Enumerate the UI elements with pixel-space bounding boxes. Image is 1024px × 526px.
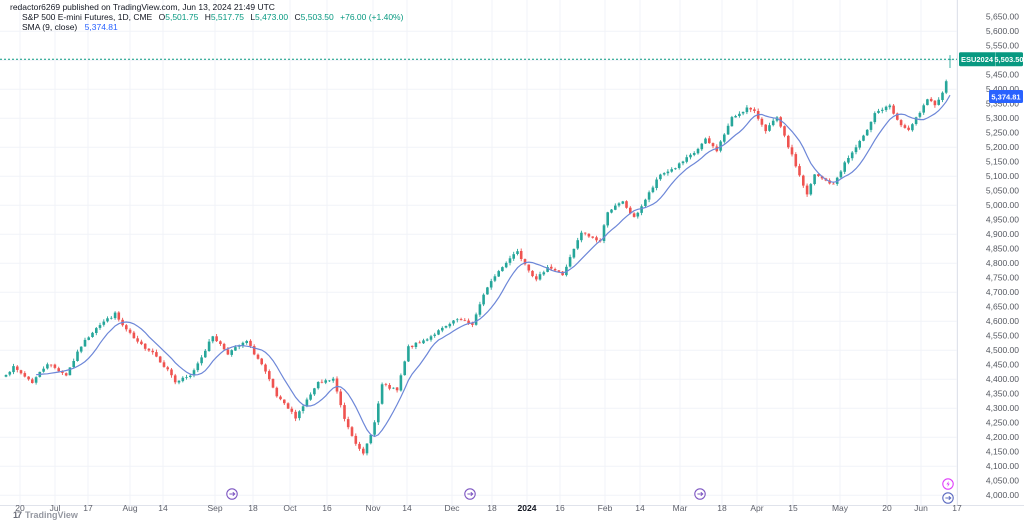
close-value: 5,503.50 — [300, 12, 334, 22]
svg-text:Nov: Nov — [365, 503, 381, 513]
candlestick-series[interactable] — [4, 55, 952, 456]
svg-text:4,300.00: 4,300.00 — [986, 403, 1019, 413]
open-value: 5,501.75 — [165, 12, 199, 22]
svg-text:May: May — [832, 503, 849, 513]
svg-text:18: 18 — [717, 503, 727, 513]
svg-text:4,350.00: 4,350.00 — [986, 389, 1019, 399]
svg-text:5,550.00: 5,550.00 — [986, 41, 1019, 51]
svg-text:Jul: Jul — [50, 503, 61, 513]
svg-text:Jun: Jun — [914, 503, 928, 513]
low-letter: L — [250, 12, 256, 22]
grid — [0, 0, 958, 505]
svg-text:4,900.00: 4,900.00 — [986, 229, 1019, 239]
svg-text:ESU2024: ESU2024 — [961, 55, 994, 64]
svg-text:5,503.50: 5,503.50 — [994, 55, 1023, 64]
sma-axis-label: 5,374.81 — [989, 90, 1023, 103]
svg-text:Aug: Aug — [122, 503, 137, 513]
attribution-text: redactor6269 published on TradingView.co… — [10, 2, 275, 12]
svg-text:5,150.00: 5,150.00 — [986, 157, 1019, 167]
svg-text:Mar: Mar — [673, 503, 688, 513]
svg-text:18: 18 — [248, 503, 258, 513]
legend-main-row[interactable]: S&P 500 E-mini Futures, 1D, CME O5,501.7… — [22, 12, 403, 22]
svg-text:4,600.00: 4,600.00 — [986, 316, 1019, 326]
svg-text:4,950.00: 4,950.00 — [986, 215, 1019, 225]
svg-text:5,374.81: 5,374.81 — [991, 92, 1020, 101]
last-price-label[interactable]: ESU2024 5,503.50 — [959, 52, 1024, 67]
contract-rollover-icon[interactable] — [464, 488, 476, 500]
svg-text:5,300.00: 5,300.00 — [986, 113, 1019, 123]
svg-text:18: 18 — [487, 503, 497, 513]
svg-text:4,250.00: 4,250.00 — [986, 418, 1019, 428]
svg-text:16: 16 — [322, 503, 332, 513]
svg-text:4,050.00: 4,050.00 — [986, 476, 1019, 486]
svg-text:Sep: Sep — [207, 503, 222, 513]
contract-rollover-icon[interactable] — [942, 492, 954, 504]
svg-text:17: 17 — [952, 503, 962, 513]
high-letter: H — [204, 12, 211, 22]
svg-text:Dec: Dec — [444, 503, 460, 513]
change-value: +76.00 (+1.40%) — [340, 12, 404, 22]
svg-text:5,650.00: 5,650.00 — [986, 12, 1019, 22]
symbol-title: S&P 500 E-mini Futures, 1D, CME — [22, 12, 153, 22]
svg-text:5,050.00: 5,050.00 — [986, 186, 1019, 196]
legend-sma-row[interactable]: SMA (9, close) 5,374.81 — [22, 22, 403, 32]
svg-text:4,650.00: 4,650.00 — [986, 302, 1019, 312]
svg-text:4,750.00: 4,750.00 — [986, 273, 1019, 283]
svg-text:4,150.00: 4,150.00 — [986, 447, 1019, 457]
svg-text:5,350.00: 5,350.00 — [986, 99, 1019, 109]
svg-text:Oct: Oct — [283, 503, 297, 513]
svg-text:Apr: Apr — [750, 503, 763, 513]
sma-value: 5,374.81 — [84, 22, 118, 32]
svg-text:14: 14 — [158, 503, 168, 513]
svg-text:5,100.00: 5,100.00 — [986, 171, 1019, 181]
svg-text:5,250.00: 5,250.00 — [986, 128, 1019, 138]
svg-text:20: 20 — [15, 503, 25, 513]
low-value: 5,473.00 — [255, 12, 289, 22]
svg-text:15: 15 — [788, 503, 798, 513]
svg-text:2024: 2024 — [518, 503, 537, 513]
tradingview-logo-icon: 17 — [13, 510, 22, 520]
contract-rollover-icon[interactable] — [226, 488, 238, 500]
svg-text:5,400.00: 5,400.00 — [986, 84, 1019, 94]
svg-text:4,850.00: 4,850.00 — [986, 244, 1019, 254]
sma-line[interactable] — [36, 94, 951, 438]
svg-text:4,400.00: 4,400.00 — [986, 374, 1019, 384]
svg-text:14: 14 — [402, 503, 412, 513]
svg-text:16: 16 — [555, 503, 565, 513]
svg-text:4,700.00: 4,700.00 — [986, 287, 1019, 297]
tradingview-logo[interactable]: 17 TradingView — [13, 510, 78, 520]
svg-text:17: 17 — [83, 503, 93, 513]
price-axis[interactable]: 4,000.00 4,050.00 4,100.00 4,150.00 4,200.00… — [986, 12, 1019, 501]
svg-text:5,200.00: 5,200.00 — [986, 142, 1019, 152]
svg-text:5,450.00: 5,450.00 — [986, 70, 1019, 80]
svg-text:4,500.00: 4,500.00 — [986, 345, 1019, 355]
tradingview-logo-text: TradingView — [25, 510, 78, 520]
svg-text:Feb: Feb — [598, 503, 613, 513]
svg-text:4,100.00: 4,100.00 — [986, 461, 1019, 471]
economic-event-icon[interactable] — [942, 478, 954, 490]
svg-text:4,800.00: 4,800.00 — [986, 258, 1019, 268]
svg-text:4,200.00: 4,200.00 — [986, 432, 1019, 442]
svg-text:5,600.00: 5,600.00 — [986, 26, 1019, 36]
close-letter: C — [294, 12, 301, 22]
open-letter: O — [158, 12, 166, 22]
svg-text:4,550.00: 4,550.00 — [986, 331, 1019, 341]
svg-text:4,000.00: 4,000.00 — [986, 490, 1019, 500]
contract-rollover-icon[interactable] — [694, 488, 706, 500]
svg-text:5,000.00: 5,000.00 — [986, 200, 1019, 210]
svg-text:20: 20 — [882, 503, 892, 513]
svg-text:4,450.00: 4,450.00 — [986, 360, 1019, 370]
sma-title: SMA (9, close) — [22, 22, 78, 32]
high-value: 5,517.75 — [210, 12, 244, 22]
chart-legend: S&P 500 E-mini Futures, 1D, CME O5,501.7… — [22, 12, 403, 32]
time-axis[interactable]: 20 Jul 17 Aug 14 Sep 18 Oct 16 Nov 14 Dec 18 2024 16 Fe… — [15, 503, 962, 513]
svg-text:14: 14 — [635, 503, 645, 513]
